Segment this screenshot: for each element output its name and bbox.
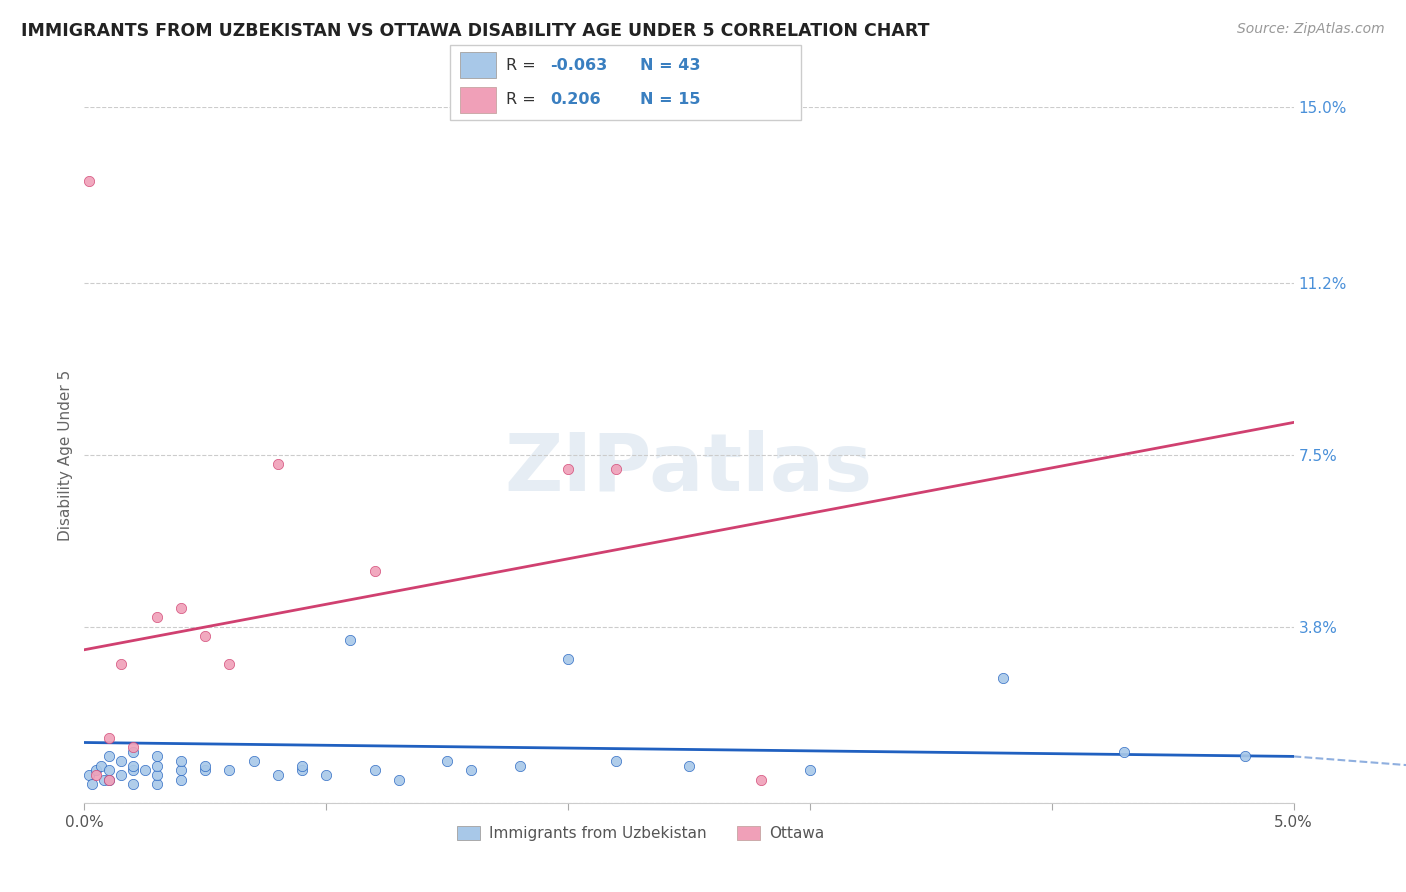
Point	[93, 772, 115, 787]
Point	[194, 764, 217, 778]
Point	[170, 764, 193, 778]
Point	[97, 764, 120, 778]
Point	[146, 777, 169, 791]
Point	[146, 758, 169, 772]
Point	[678, 758, 700, 772]
Point	[170, 772, 193, 787]
Point	[460, 764, 482, 778]
Point	[97, 731, 120, 745]
Point	[121, 764, 143, 778]
Point	[146, 749, 169, 764]
Point	[242, 754, 264, 768]
Point	[605, 754, 627, 768]
Point	[363, 764, 385, 778]
Point	[291, 764, 314, 778]
Text: ZIPatlas: ZIPatlas	[505, 430, 873, 508]
Point	[97, 772, 120, 787]
Point	[218, 657, 240, 671]
Text: Source: ZipAtlas.com: Source: ZipAtlas.com	[1237, 22, 1385, 37]
Text: -0.063: -0.063	[550, 58, 607, 72]
Point	[77, 768, 100, 782]
Text: N = 15: N = 15	[640, 93, 700, 107]
Point	[170, 754, 193, 768]
Legend: Immigrants from Uzbekistan, Ottawa: Immigrants from Uzbekistan, Ottawa	[451, 820, 831, 847]
Point	[557, 462, 579, 476]
Point	[77, 174, 100, 188]
Text: 0.206: 0.206	[550, 93, 600, 107]
Point	[86, 768, 108, 782]
Point	[363, 564, 385, 578]
Text: N = 43: N = 43	[640, 58, 700, 72]
Point	[993, 671, 1015, 685]
Point	[436, 754, 458, 768]
Point	[146, 768, 169, 782]
Point	[605, 462, 627, 476]
Point	[121, 777, 143, 791]
Point	[170, 601, 193, 615]
Point	[110, 754, 132, 768]
Point	[97, 772, 120, 787]
Point	[267, 457, 290, 471]
Point	[751, 772, 773, 787]
Point	[134, 764, 156, 778]
Point	[90, 758, 112, 772]
Point	[1234, 749, 1257, 764]
Point	[121, 740, 143, 755]
Bar	[461, 52, 496, 78]
Y-axis label: Disability Age Under 5: Disability Age Under 5	[58, 369, 73, 541]
Point	[146, 610, 169, 624]
Point	[388, 772, 411, 787]
Point	[799, 764, 821, 778]
Point	[267, 768, 290, 782]
Point	[218, 764, 240, 778]
Text: R =: R =	[506, 93, 541, 107]
Point	[80, 777, 103, 791]
Point	[194, 758, 217, 772]
Point	[110, 657, 132, 671]
Point	[97, 749, 120, 764]
Point	[121, 745, 143, 759]
Point	[315, 768, 337, 782]
Point	[121, 758, 143, 772]
Point	[194, 629, 217, 643]
Bar	[461, 87, 496, 112]
Text: IMMIGRANTS FROM UZBEKISTAN VS OTTAWA DISABILITY AGE UNDER 5 CORRELATION CHART: IMMIGRANTS FROM UZBEKISTAN VS OTTAWA DIS…	[21, 22, 929, 40]
Point	[509, 758, 531, 772]
Point	[291, 758, 314, 772]
Point	[1114, 745, 1136, 759]
Point	[86, 764, 108, 778]
Point	[110, 768, 132, 782]
Point	[557, 652, 579, 666]
Text: R =: R =	[506, 58, 541, 72]
FancyBboxPatch shape	[450, 45, 801, 120]
Point	[339, 633, 361, 648]
